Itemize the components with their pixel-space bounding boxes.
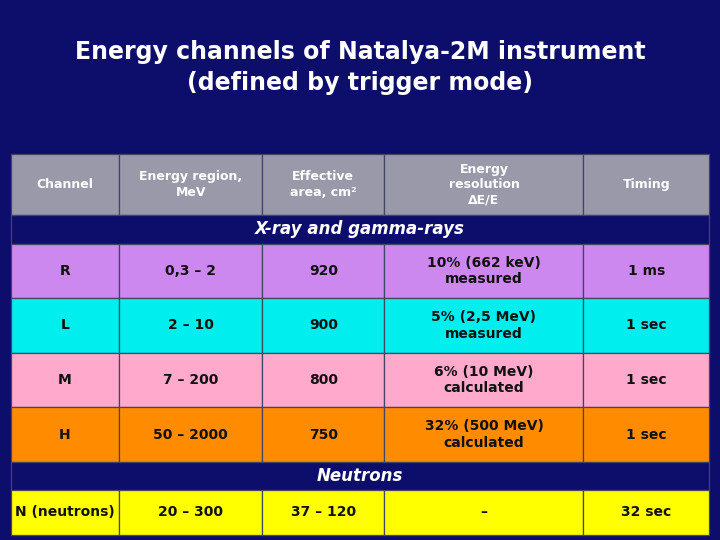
Bar [583, 353, 709, 407]
Text: Neutrons: Neutrons [317, 467, 403, 485]
Text: 2 – 10: 2 – 10 [168, 319, 214, 333]
Bar [119, 353, 262, 407]
Bar [384, 407, 583, 462]
Text: 800: 800 [309, 373, 338, 387]
Text: Effective
area, cm²: Effective area, cm² [290, 170, 356, 199]
Text: Channel: Channel [37, 178, 94, 191]
Bar [119, 154, 262, 215]
Bar [384, 298, 583, 353]
Text: Timing: Timing [623, 178, 670, 191]
Text: X-ray and gamma-rays: X-ray and gamma-rays [255, 220, 465, 238]
Text: 1 sec: 1 sec [626, 373, 667, 387]
Bar [11, 490, 119, 535]
Text: 10% (662 keV)
measured: 10% (662 keV) measured [427, 255, 541, 286]
Text: 20 – 300: 20 – 300 [158, 505, 223, 519]
Text: Energy
resolution
ΔE/E: Energy resolution ΔE/E [449, 163, 519, 206]
Bar [384, 154, 583, 215]
Text: 32% (500 MeV)
calculated: 32% (500 MeV) calculated [425, 419, 544, 450]
Bar [11, 154, 119, 215]
Bar [583, 298, 709, 353]
Bar [583, 244, 709, 298]
Bar [11, 244, 119, 298]
Text: 6% (10 MeV)
calculated: 6% (10 MeV) calculated [434, 364, 534, 395]
Bar [384, 244, 583, 298]
Text: R: R [60, 264, 71, 278]
Text: 900: 900 [309, 319, 338, 333]
Bar [262, 298, 384, 353]
Text: 37 – 120: 37 – 120 [291, 505, 356, 519]
Text: 1 ms: 1 ms [628, 264, 665, 278]
Text: 0,3 – 2: 0,3 – 2 [165, 264, 216, 278]
Text: 5% (2,5 MeV)
measured: 5% (2,5 MeV) measured [431, 310, 536, 341]
Text: 750: 750 [309, 428, 338, 442]
Bar [262, 490, 384, 535]
Bar [11, 353, 119, 407]
Text: M: M [58, 373, 72, 387]
Text: 1 sec: 1 sec [626, 428, 667, 442]
Bar [262, 244, 384, 298]
Text: L: L [60, 319, 69, 333]
Bar [11, 215, 709, 244]
Text: Energy region,
MeV: Energy region, MeV [139, 170, 242, 199]
Text: 1 sec: 1 sec [626, 319, 667, 333]
Bar [11, 407, 119, 462]
Bar [119, 298, 262, 353]
Text: Energy channels of Natalya-2M instrument
(defined by trigger mode): Energy channels of Natalya-2M instrument… [75, 40, 645, 95]
Text: H: H [59, 428, 71, 442]
Bar [262, 407, 384, 462]
Bar [119, 244, 262, 298]
Bar [384, 353, 583, 407]
Text: 920: 920 [309, 264, 338, 278]
Bar [119, 490, 262, 535]
Text: –: – [480, 505, 487, 519]
Bar [11, 298, 119, 353]
Text: N (neutrons): N (neutrons) [15, 505, 114, 519]
Text: 32 sec: 32 sec [621, 505, 672, 519]
Bar [119, 407, 262, 462]
Bar [583, 154, 709, 215]
Bar [262, 353, 384, 407]
Bar [583, 490, 709, 535]
Bar [583, 407, 709, 462]
Bar [384, 490, 583, 535]
Bar [262, 154, 384, 215]
Text: 7 – 200: 7 – 200 [163, 373, 218, 387]
Text: 50 – 2000: 50 – 2000 [153, 428, 228, 442]
Bar [11, 462, 709, 490]
